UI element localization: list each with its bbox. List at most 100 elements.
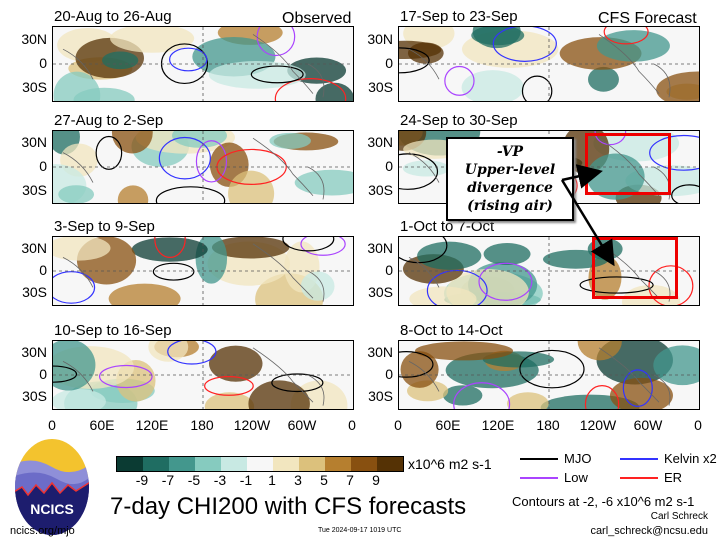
wave-contour	[53, 365, 78, 383]
lat-label: 30S	[22, 284, 47, 301]
lat-label: 30N	[21, 343, 47, 360]
colorbar-swatch	[169, 457, 196, 471]
wave-contour	[95, 135, 123, 170]
anomaly-blob	[53, 237, 111, 261]
website-link[interactable]: ncics.org/mjo	[10, 525, 75, 537]
callout-box: -VP Upper-level divergence (rising air)	[446, 137, 574, 221]
colorbar-swatch	[195, 457, 222, 471]
anomaly-blob	[204, 392, 255, 409]
wave-contour	[274, 78, 347, 101]
anomaly-blob	[609, 377, 673, 409]
wave-contour	[444, 65, 475, 96]
anomaly-blob	[483, 243, 531, 266]
coastline	[62, 34, 325, 98]
colorbar-tick-label: 9	[372, 472, 380, 488]
panel-title: 27-Aug to 2-Sep	[54, 112, 164, 129]
anomaly-blob	[53, 71, 101, 101]
wave-contour	[519, 349, 585, 389]
coastline	[408, 137, 671, 200]
legend-line	[520, 477, 558, 479]
anomaly-blob	[300, 271, 335, 301]
anomaly-blob	[407, 42, 444, 64]
colorbar-units: x10^6 m2 s-1	[408, 456, 492, 472]
wave-contour	[399, 47, 430, 74]
lat-label: 0	[385, 262, 393, 278]
anomaly-blob	[461, 70, 524, 101]
anomaly-blob	[442, 385, 483, 406]
lat-label: 0	[385, 55, 393, 71]
wave-contour	[98, 364, 153, 389]
colorbar-swatch	[299, 457, 326, 471]
wave-contour	[154, 237, 186, 258]
timestamp: Tue 2024-09-17 1019 UTC	[318, 527, 402, 534]
lat-label: 30S	[368, 79, 393, 96]
lon-label: 60E	[89, 417, 115, 433]
lon-label: 120W	[233, 417, 271, 433]
anomaly-blob	[596, 30, 670, 62]
wave-contour	[53, 271, 96, 304]
callout-line: (rising air)	[467, 198, 553, 214]
lon-label: 60E	[435, 417, 461, 433]
colorbar-tick-label: 1	[268, 472, 276, 488]
anomaly-blob	[656, 71, 699, 101]
lat-label: 30N	[21, 239, 47, 256]
panel-title: 8-Oct to 14-Oct	[400, 322, 503, 339]
lon-label: 60W	[633, 417, 663, 433]
lon-label: 180	[190, 417, 214, 433]
coastline	[62, 347, 325, 406]
lat-label: 30S	[22, 79, 47, 96]
wave-contour	[204, 376, 254, 396]
anomaly-blob	[102, 51, 139, 70]
wave-contour	[155, 186, 226, 203]
map-panel	[398, 340, 700, 410]
wave-contour	[300, 237, 346, 256]
observed-label: Observed	[282, 10, 352, 27]
wave-contour	[453, 382, 511, 409]
highlight-box	[585, 133, 671, 195]
coastline	[62, 243, 325, 302]
lat-label: 0	[39, 366, 47, 382]
anomaly-blob	[53, 388, 106, 409]
colorbar-tick-label: 7	[346, 472, 354, 488]
map-panel	[52, 340, 354, 410]
colorbar-swatch	[325, 457, 352, 471]
ncics-logo: NCICS	[15, 439, 89, 535]
lon-label: 60W	[287, 417, 317, 433]
anomaly-blob	[208, 61, 306, 89]
wave-contour	[169, 47, 208, 72]
lat-label: 0	[39, 55, 47, 71]
wave-contour	[426, 269, 488, 305]
colorbar-swatch	[143, 457, 170, 471]
author-email[interactable]: carl_schreck@ncsu.edu	[590, 525, 708, 537]
lon-label: 0	[694, 417, 702, 433]
callout-line: Upper-level	[464, 162, 556, 178]
wave-contour	[399, 351, 434, 378]
callout-line: -VP	[496, 144, 524, 160]
legend-label: ER	[664, 470, 683, 485]
map-panel	[52, 130, 354, 204]
wave-contour	[492, 27, 557, 62]
forecast-label: CFS Forecast	[598, 10, 697, 27]
figure-title: 7-day CHI200 with CFS forecasts	[110, 493, 467, 520]
anomaly-blob	[402, 160, 450, 177]
lon-label: 120E	[481, 417, 515, 433]
colorbar-swatch	[351, 457, 378, 471]
colorbar-tick-label: -9	[135, 472, 149, 488]
colorbar-swatch	[247, 457, 274, 471]
anomaly-blob	[58, 185, 95, 203]
wave-contour	[271, 373, 324, 393]
coastline	[62, 137, 325, 200]
legend-line	[620, 477, 658, 479]
coastline	[408, 34, 671, 98]
colorbar-tick-label: 5	[320, 472, 328, 488]
map-panel	[52, 26, 354, 102]
anomaly-blob	[471, 27, 525, 46]
callout-line: divergence	[467, 180, 553, 196]
lon-label: 120W	[579, 417, 617, 433]
lat-label: 0	[385, 158, 393, 174]
wave-contour	[671, 184, 699, 203]
lat-label: 30S	[368, 388, 393, 405]
wave-contour	[158, 136, 211, 180]
lon-label: 0	[394, 417, 402, 433]
